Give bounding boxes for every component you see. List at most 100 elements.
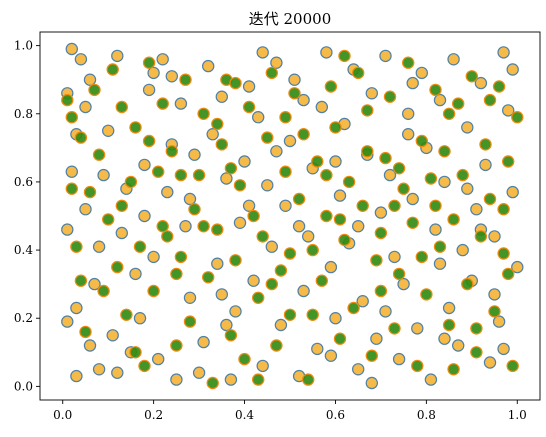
green-point — [252, 291, 265, 304]
orange-point — [197, 335, 210, 349]
green-point — [265, 277, 278, 291]
orange-point — [488, 288, 501, 301]
green-point — [115, 199, 129, 212]
green-point — [279, 165, 292, 178]
orange-point — [488, 230, 501, 243]
orange-point — [447, 53, 460, 66]
green-point — [279, 110, 292, 124]
green-point — [488, 305, 501, 318]
orange-point — [429, 223, 442, 236]
green-point — [292, 192, 306, 206]
green-point — [392, 267, 406, 281]
green-point — [502, 155, 515, 168]
green-point — [201, 271, 215, 284]
orange-point — [383, 168, 397, 182]
green-point — [70, 240, 83, 253]
orange-point — [74, 53, 88, 66]
green-point — [161, 230, 174, 243]
green-point — [492, 80, 506, 93]
orange-point — [270, 56, 283, 69]
orange-point — [320, 46, 333, 59]
green-point — [324, 80, 338, 93]
orange-point — [411, 322, 424, 335]
orange-point — [192, 366, 206, 379]
green-point — [247, 209, 260, 223]
orange-point — [256, 359, 269, 373]
orange-point — [333, 189, 347, 202]
green-point — [129, 346, 142, 359]
green-point — [133, 240, 147, 253]
green-point — [342, 175, 356, 189]
orange-point — [474, 76, 488, 90]
orange-point — [302, 230, 315, 243]
orange-point — [92, 363, 106, 376]
green-point — [483, 93, 497, 107]
green-point — [156, 97, 169, 110]
orange-point — [156, 53, 169, 66]
orange-point — [224, 373, 238, 386]
green-point — [424, 172, 438, 185]
green-point — [170, 267, 183, 281]
green-point — [124, 175, 138, 189]
orange-point — [111, 366, 124, 379]
orange-point — [379, 305, 392, 318]
orange-point — [315, 100, 328, 114]
green-point — [97, 284, 110, 298]
green-point — [388, 322, 401, 335]
green-point — [142, 134, 156, 148]
orange-point — [438, 175, 451, 189]
orange-point — [297, 284, 310, 298]
x-tick-label: 0.2 — [144, 408, 163, 422]
y-axis-ticks: 0.0 0.2 0.4 0.6 0.8 1.0 — [14, 39, 40, 393]
green-point — [261, 131, 274, 144]
orange-point — [374, 206, 388, 219]
orange-point — [61, 315, 74, 328]
green-point — [429, 83, 442, 97]
orange-point — [456, 243, 469, 257]
green-point — [465, 70, 478, 83]
green-point — [101, 213, 115, 226]
green-point — [79, 325, 92, 339]
orange-point — [147, 250, 160, 264]
orange-point — [233, 216, 247, 229]
orange-point — [352, 363, 365, 376]
orange-point — [497, 342, 510, 356]
green-point — [229, 76, 242, 90]
green-point — [383, 90, 397, 103]
green-point — [338, 49, 351, 63]
orange-point — [65, 42, 79, 56]
x-tick-label: 0.0 — [53, 408, 72, 422]
x-axis-ticks: 0.0 0.2 0.4 0.6 0.8 1.0 — [53, 400, 527, 422]
orange-point — [442, 301, 456, 315]
green-point — [179, 73, 192, 86]
green-point — [315, 274, 328, 287]
orange-point — [147, 66, 160, 80]
orange-point — [129, 267, 142, 281]
orange-point — [329, 155, 342, 168]
orange-point — [406, 192, 419, 206]
green-point — [297, 127, 310, 141]
green-point — [265, 66, 278, 80]
green-point — [452, 97, 465, 110]
green-point — [397, 182, 410, 195]
green-point — [415, 134, 428, 148]
orange-point — [229, 305, 242, 318]
green-point — [442, 318, 456, 332]
orange-point — [256, 46, 269, 59]
green-point — [470, 346, 483, 359]
green-point — [88, 83, 101, 97]
green-point — [352, 66, 365, 80]
green-point — [147, 284, 160, 298]
orange-point — [165, 70, 178, 83]
orange-point — [365, 376, 378, 390]
orange-point — [406, 76, 419, 90]
green-point — [242, 100, 256, 114]
orange-point — [201, 59, 215, 73]
green-point — [333, 332, 347, 345]
orange-point — [461, 121, 474, 134]
green-point — [65, 110, 79, 124]
green-point — [211, 223, 224, 236]
green-point — [83, 185, 97, 199]
orange-point — [101, 124, 115, 138]
orange-point — [324, 260, 338, 274]
